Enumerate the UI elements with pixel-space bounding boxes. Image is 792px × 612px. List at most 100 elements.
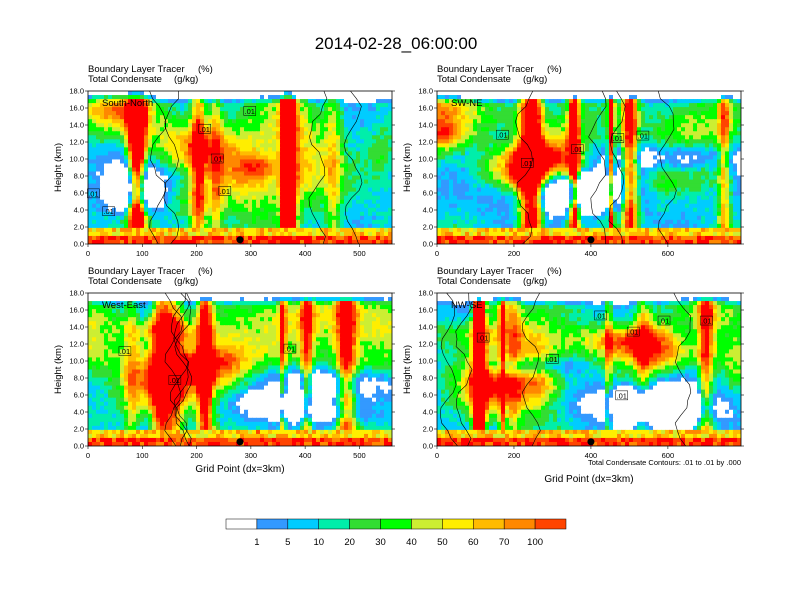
- field-cell: [633, 159, 638, 165]
- field-cell: [116, 239, 121, 244]
- field-cell: [457, 135, 462, 140]
- field-cell: [493, 163, 498, 169]
- field-cell: [561, 175, 566, 181]
- field-cell: [441, 123, 446, 128]
- field-cell: [192, 239, 197, 244]
- field-cell: [673, 139, 678, 144]
- field-cell: [320, 107, 325, 112]
- field-cell: [308, 123, 313, 128]
- field-cell: [625, 135, 630, 140]
- field-cell: [156, 159, 161, 165]
- field-cell: [232, 159, 237, 165]
- field-cell: [641, 131, 646, 136]
- field-cell: [296, 135, 301, 140]
- field-cell: [156, 127, 161, 132]
- field-cell: [320, 139, 325, 144]
- field-cell: [593, 127, 598, 132]
- field-cell: [489, 127, 494, 132]
- field-cell: [192, 207, 197, 213]
- field-cell: [100, 211, 105, 217]
- field-cell: [388, 107, 392, 112]
- field-cell: [537, 131, 542, 136]
- field-cell: [344, 151, 349, 157]
- field-cell: [192, 179, 197, 185]
- field-cell: [481, 127, 486, 132]
- field-cell: [521, 143, 526, 148]
- field-cell: [617, 187, 622, 193]
- field-cell: [693, 167, 698, 173]
- field-cell: [232, 123, 237, 128]
- field-cell: [156, 111, 161, 116]
- field-cell: [204, 119, 209, 124]
- field-cell: [565, 179, 570, 185]
- field-cell: [136, 191, 141, 197]
- field-cell: [272, 195, 277, 201]
- field-cell: [320, 179, 325, 185]
- field-cell: [721, 139, 726, 144]
- field-cell: [116, 103, 121, 108]
- field-cell: [308, 235, 313, 241]
- field-cell: [288, 159, 293, 165]
- field-cell: [485, 103, 490, 108]
- field-cell: [461, 131, 466, 136]
- field-cell: [665, 187, 670, 193]
- field-cell: [212, 143, 217, 148]
- field-cell: [537, 147, 542, 152]
- field-cell: [188, 119, 193, 124]
- field-cell: [264, 219, 269, 225]
- field-cell: [216, 103, 221, 108]
- field-cell: [705, 147, 710, 152]
- field-cell: [565, 103, 570, 108]
- field-cell: [537, 119, 542, 124]
- field-cell: [589, 151, 594, 157]
- field-cell: [525, 115, 530, 120]
- field-cell: [172, 215, 177, 221]
- field-cell: [352, 147, 357, 152]
- field-cell: [384, 131, 389, 136]
- field-cell: [557, 167, 562, 173]
- field-cell: [697, 147, 702, 152]
- field-cell: [360, 203, 365, 209]
- field-cell: [92, 219, 97, 225]
- field-cell: [160, 219, 165, 225]
- field-cell: [509, 119, 514, 124]
- field-cell: [232, 231, 237, 237]
- field-cell: [717, 163, 722, 169]
- field-cell: [252, 175, 257, 181]
- field-cell: [176, 187, 181, 193]
- field-cell: [537, 143, 542, 148]
- field-cell: [140, 147, 145, 152]
- field-cell: [296, 223, 301, 229]
- field-cell: [457, 183, 462, 189]
- field-cell: [352, 103, 357, 108]
- field-cell: [553, 179, 558, 185]
- field-cell: [457, 159, 462, 165]
- field-cell: [256, 107, 261, 112]
- field-cell: [693, 183, 698, 189]
- field-cell: [649, 171, 654, 177]
- field-cell: [328, 127, 333, 132]
- field-cell: [481, 103, 486, 108]
- field-cell: [645, 195, 650, 201]
- field-cell: [272, 191, 277, 197]
- field-cell: [701, 147, 706, 152]
- field-cell: [208, 163, 213, 169]
- field-cell: [92, 135, 97, 140]
- field-cell: [140, 207, 145, 213]
- field-cell: [465, 159, 470, 165]
- field-cell: [148, 143, 153, 148]
- field-cell: [220, 111, 225, 116]
- field-cell: [224, 223, 229, 229]
- field-cell: [529, 143, 534, 148]
- field-cell: [388, 131, 392, 136]
- field-cell: [481, 107, 486, 112]
- field-cell: [132, 111, 137, 116]
- field-cell: [276, 151, 281, 157]
- field-cell: [240, 139, 245, 144]
- field-cell: [136, 147, 141, 152]
- field-cell: [537, 179, 542, 185]
- field-cell: [264, 227, 269, 233]
- field-cell: [497, 151, 502, 157]
- field-cell: [300, 91, 305, 96]
- field-cell: [577, 107, 582, 112]
